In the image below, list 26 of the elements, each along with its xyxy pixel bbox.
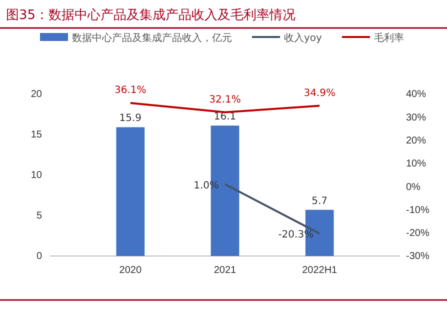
data-label: 34.9% <box>304 88 336 99</box>
y-tick-label: 10 <box>30 170 42 182</box>
legend-label: 收入yoy <box>284 32 322 44</box>
y-tick-label: 0 <box>36 251 42 262</box>
x-tick-label: 2021 <box>214 265 237 276</box>
bar <box>116 127 145 256</box>
y-tick-label: 20 <box>30 89 42 100</box>
y2-tick-label: 30% <box>406 112 426 124</box>
y2-tick-label: 0% <box>406 182 421 193</box>
y2-tick-label: 40% <box>406 89 426 100</box>
chart-title: 图35：数据中心产品及集成产品收入及毛利率情况 <box>6 7 296 23</box>
y-tick-label: 15 <box>30 130 42 141</box>
y2-tick-label: 10% <box>406 158 426 170</box>
y2-tick-label: -20% <box>406 228 430 240</box>
data-label: 15.9 <box>119 113 142 124</box>
legend-label: 数据中心产品及集成产品收入，亿元 <box>72 32 232 44</box>
y2-tick-label: -10% <box>406 204 430 216</box>
data-label: 36.1% <box>114 85 146 96</box>
data-label: 32.1% <box>209 94 241 106</box>
legend-label: 毛利率 <box>374 32 404 44</box>
x-tick-label: 2020 <box>119 265 142 276</box>
y2-tick-label: -30% <box>406 251 430 262</box>
y2-tick-label: 20% <box>406 135 426 146</box>
x-tick-label: 2022H1 <box>302 265 338 276</box>
y-tick-label: 5 <box>36 210 42 222</box>
data-label: 5.7 <box>312 196 328 207</box>
